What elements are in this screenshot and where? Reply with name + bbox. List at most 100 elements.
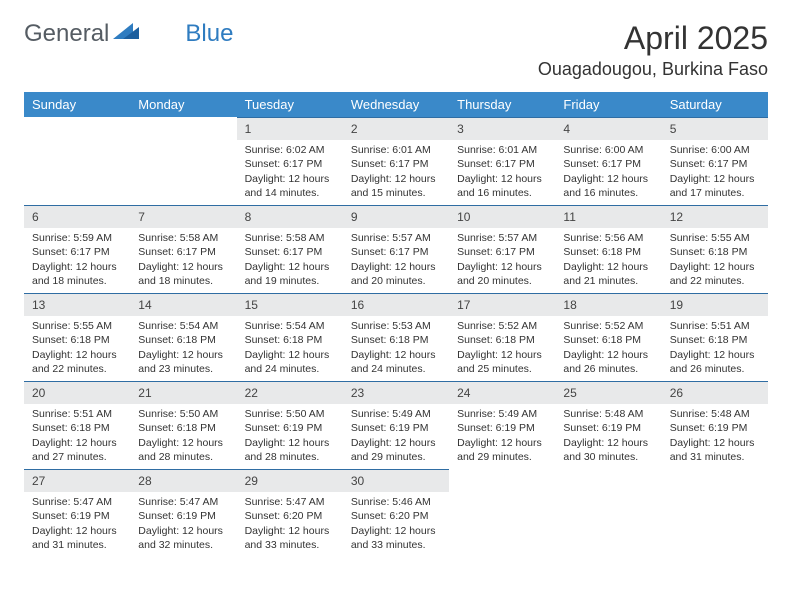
daylight-line: Daylight: 12 hours and 16 minutes. [457,173,542,199]
sunrise-line: Sunrise: 5:55 AM [670,232,750,244]
daylight-line: Daylight: 12 hours and 20 minutes. [351,261,436,287]
sunrise-line: Sunrise: 6:01 AM [457,144,537,156]
month-title: April 2025 [538,20,768,57]
day-number: 2 [343,117,449,140]
daylight-line: Daylight: 12 hours and 20 minutes. [457,261,542,287]
calendar-cell [555,469,661,557]
header: General Blue April 2025 Ouagadougou, Bur… [24,20,768,80]
sunset-line: Sunset: 6:17 PM [32,246,110,258]
sunrise-line: Sunrise: 5:57 AM [457,232,537,244]
calendar-cell: 29Sunrise: 5:47 AMSunset: 6:20 PMDayligh… [237,469,343,557]
weekday-header: Wednesday [343,92,449,117]
daylight-line: Daylight: 12 hours and 24 minutes. [351,349,436,375]
day-body: Sunrise: 5:47 AMSunset: 6:19 PMDaylight:… [130,492,236,556]
day-number: 11 [555,205,661,228]
sunrise-line: Sunrise: 5:56 AM [563,232,643,244]
sunrise-line: Sunrise: 5:54 AM [138,320,218,332]
day-body: Sunrise: 5:54 AMSunset: 6:18 PMDaylight:… [237,316,343,380]
calendar-cell: 6Sunrise: 5:59 AMSunset: 6:17 PMDaylight… [24,205,130,293]
sunrise-line: Sunrise: 5:53 AM [351,320,431,332]
day-body: Sunrise: 5:57 AMSunset: 6:17 PMDaylight:… [343,228,449,292]
daylight-line: Daylight: 12 hours and 26 minutes. [563,349,648,375]
sunrise-line: Sunrise: 5:50 AM [245,408,325,420]
day-number: 17 [449,293,555,316]
daylight-line: Daylight: 12 hours and 33 minutes. [351,525,436,551]
day-number: 9 [343,205,449,228]
sunrise-line: Sunrise: 5:47 AM [138,496,218,508]
day-body: Sunrise: 6:02 AMSunset: 6:17 PMDaylight:… [237,140,343,204]
weekday-header-row: SundayMondayTuesdayWednesdayThursdayFrid… [24,92,768,117]
sunset-line: Sunset: 6:18 PM [670,334,748,346]
daylight-line: Daylight: 12 hours and 26 minutes. [670,349,755,375]
calendar-cell [662,469,768,557]
day-number: 29 [237,469,343,492]
weekday-header: Tuesday [237,92,343,117]
calendar-cell: 18Sunrise: 5:52 AMSunset: 6:18 PMDayligh… [555,293,661,381]
daylight-line: Daylight: 12 hours and 27 minutes. [32,437,117,463]
sunrise-line: Sunrise: 5:49 AM [351,408,431,420]
day-body: Sunrise: 6:00 AMSunset: 6:17 PMDaylight:… [555,140,661,204]
sunset-line: Sunset: 6:18 PM [351,334,429,346]
sunrise-line: Sunrise: 5:57 AM [351,232,431,244]
sunrise-line: Sunrise: 5:59 AM [32,232,112,244]
day-number: 3 [449,117,555,140]
sunset-line: Sunset: 6:17 PM [351,158,429,170]
weekday-header: Friday [555,92,661,117]
calendar-table: SundayMondayTuesdayWednesdayThursdayFrid… [24,92,768,557]
sunrise-line: Sunrise: 5:51 AM [670,320,750,332]
day-number: 27 [24,469,130,492]
calendar-week-row: 13Sunrise: 5:55 AMSunset: 6:18 PMDayligh… [24,293,768,381]
calendar-cell: 10Sunrise: 5:57 AMSunset: 6:17 PMDayligh… [449,205,555,293]
calendar-cell: 20Sunrise: 5:51 AMSunset: 6:18 PMDayligh… [24,381,130,469]
daylight-line: Daylight: 12 hours and 16 minutes. [563,173,648,199]
sunset-line: Sunset: 6:17 PM [457,246,535,258]
sunrise-line: Sunrise: 6:01 AM [351,144,431,156]
sunset-line: Sunset: 6:18 PM [138,334,216,346]
day-body: Sunrise: 5:48 AMSunset: 6:19 PMDaylight:… [555,404,661,468]
calendar-cell: 14Sunrise: 5:54 AMSunset: 6:18 PMDayligh… [130,293,236,381]
title-block: April 2025 Ouagadougou, Burkina Faso [538,20,768,80]
sunset-line: Sunset: 6:17 PM [563,158,641,170]
calendar-cell: 5Sunrise: 6:00 AMSunset: 6:17 PMDaylight… [662,117,768,205]
sunset-line: Sunset: 6:18 PM [138,422,216,434]
day-body: Sunrise: 5:48 AMSunset: 6:19 PMDaylight:… [662,404,768,468]
day-number: 4 [555,117,661,140]
day-body: Sunrise: 5:47 AMSunset: 6:20 PMDaylight:… [237,492,343,556]
weekday-header: Sunday [24,92,130,117]
daylight-line: Daylight: 12 hours and 30 minutes. [563,437,648,463]
calendar-week-row: 1Sunrise: 6:02 AMSunset: 6:17 PMDaylight… [24,117,768,205]
day-number: 13 [24,293,130,316]
sunset-line: Sunset: 6:19 PM [457,422,535,434]
sunset-line: Sunset: 6:18 PM [563,246,641,258]
day-body: Sunrise: 6:01 AMSunset: 6:17 PMDaylight:… [343,140,449,204]
sunrise-line: Sunrise: 5:47 AM [32,496,112,508]
day-number: 30 [343,469,449,492]
daylight-line: Daylight: 12 hours and 28 minutes. [138,437,223,463]
sunset-line: Sunset: 6:18 PM [563,334,641,346]
calendar-week-row: 20Sunrise: 5:51 AMSunset: 6:18 PMDayligh… [24,381,768,469]
sunrise-line: Sunrise: 5:50 AM [138,408,218,420]
daylight-line: Daylight: 12 hours and 17 minutes. [670,173,755,199]
daylight-line: Daylight: 12 hours and 19 minutes. [245,261,330,287]
day-number: 14 [130,293,236,316]
daylight-line: Daylight: 12 hours and 18 minutes. [32,261,117,287]
calendar-cell: 7Sunrise: 5:58 AMSunset: 6:17 PMDaylight… [130,205,236,293]
calendar-cell: 21Sunrise: 5:50 AMSunset: 6:18 PMDayligh… [130,381,236,469]
day-body: Sunrise: 5:58 AMSunset: 6:17 PMDaylight:… [130,228,236,292]
day-number: 23 [343,381,449,404]
sunset-line: Sunset: 6:20 PM [351,510,429,522]
day-number: 28 [130,469,236,492]
day-number: 1 [237,117,343,140]
sunset-line: Sunset: 6:17 PM [245,246,323,258]
day-body: Sunrise: 5:58 AMSunset: 6:17 PMDaylight:… [237,228,343,292]
sunrise-line: Sunrise: 5:52 AM [457,320,537,332]
day-number: 18 [555,293,661,316]
sunset-line: Sunset: 6:20 PM [245,510,323,522]
day-number: 12 [662,205,768,228]
brand-part1: General [24,20,109,48]
calendar-cell: 27Sunrise: 5:47 AMSunset: 6:19 PMDayligh… [24,469,130,557]
day-body: Sunrise: 5:54 AMSunset: 6:18 PMDaylight:… [130,316,236,380]
day-body: Sunrise: 5:55 AMSunset: 6:18 PMDaylight:… [662,228,768,292]
day-body: Sunrise: 5:50 AMSunset: 6:19 PMDaylight:… [237,404,343,468]
sunset-line: Sunset: 6:19 PM [351,422,429,434]
